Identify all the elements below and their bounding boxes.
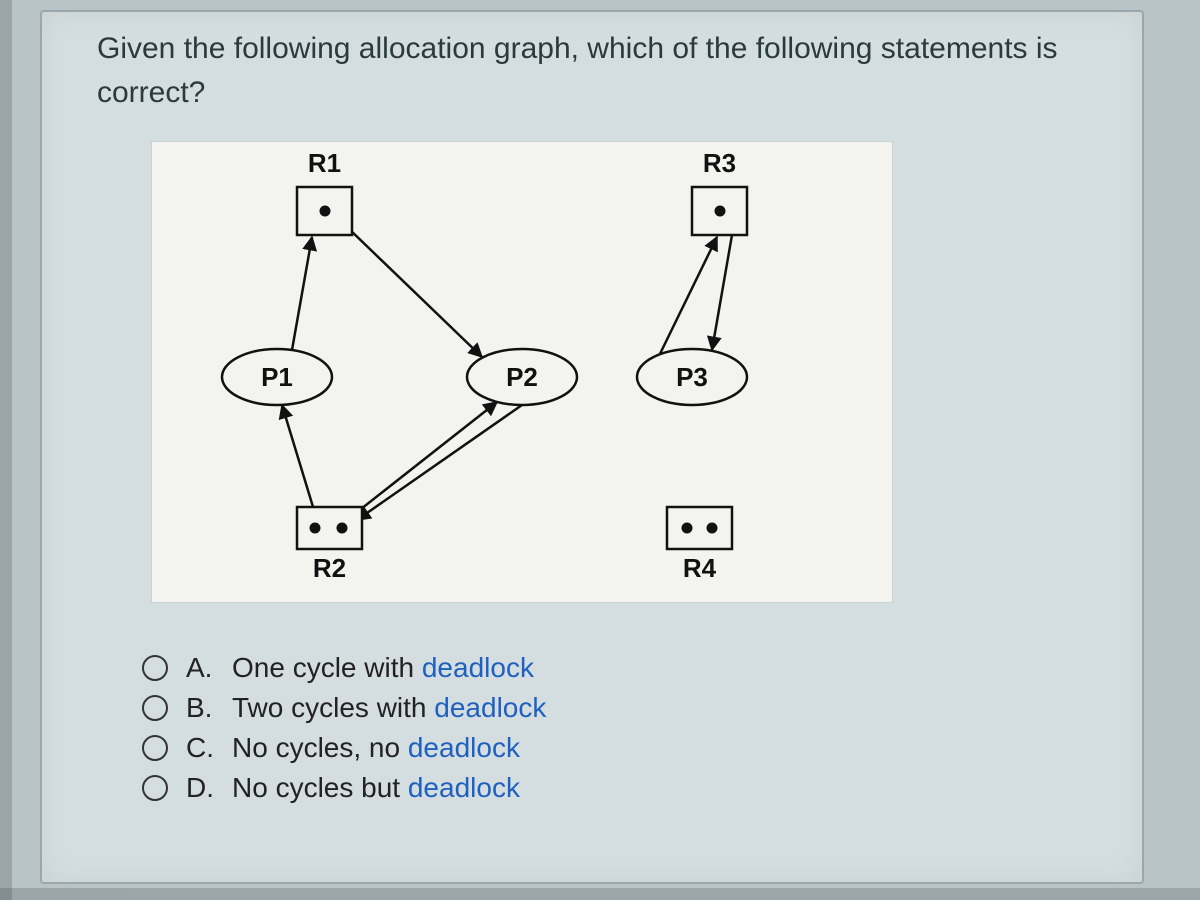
answer-options: A. One cycle with deadlock B. Two cycles wi… [142,652,842,812]
process-p3: P3 [637,349,747,405]
option-text: No cycles, no deadlock [232,732,520,764]
option-letter: C. [186,732,214,764]
option-text: No cycles but deadlock [232,772,520,804]
radio-icon[interactable] [142,655,168,681]
question-card: Given the following allocation graph, wh… [40,10,1144,884]
question-text: Given the following allocation graph, wh… [97,27,1097,114]
resource-r3: R3 [692,148,747,235]
resource-label: R2 [313,553,346,583]
resource-r1: R1 [297,148,352,235]
radio-icon[interactable] [142,695,168,721]
resource-instance-dot [320,206,330,216]
edge-request [657,237,717,360]
edge-assign [282,405,317,520]
option-c[interactable]: C. No cycles, no deadlock [142,732,842,764]
resource-label: R4 [683,553,717,583]
option-letter: D. [186,772,214,804]
allocation-graph: R1 R3 R2 R4 P1 P2 P3 [152,142,892,602]
resource-label: R1 [308,148,341,178]
edge-request [357,405,522,520]
resource-r4: R4 [667,507,732,583]
photo-edge-left [0,0,12,900]
option-text: One cycle with deadlock [232,652,534,684]
process-p1: P1 [222,349,332,405]
resource-label: R3 [703,148,736,178]
resource-instance-dot [682,523,692,533]
option-b[interactable]: B. Two cycles with deadlock [142,692,842,724]
process-label: P1 [261,362,293,392]
resource-instance-dot [310,523,320,533]
radio-icon[interactable] [142,735,168,761]
option-d[interactable]: D. No cycles but deadlock [142,772,842,804]
resource-instance-dot [707,523,717,533]
resource-instance-dot [715,206,725,216]
edge-assign [712,235,732,350]
radio-icon[interactable] [142,775,168,801]
edge-assign [347,402,497,520]
option-a[interactable]: A. One cycle with deadlock [142,652,842,684]
edge-assign [347,227,482,357]
resource-instance-dot [337,523,347,533]
process-p2: P2 [467,349,577,405]
option-letter: A. [186,652,214,684]
allocation-graph-panel: R1 R3 R2 R4 P1 P2 P3 [152,142,892,602]
photo-edge-bottom [0,888,1200,900]
process-label: P3 [676,362,708,392]
process-label: P2 [506,362,538,392]
resource-r2: R2 [297,507,362,583]
edge-request [292,237,312,350]
option-letter: B. [186,692,214,724]
option-text: Two cycles with deadlock [232,692,546,724]
